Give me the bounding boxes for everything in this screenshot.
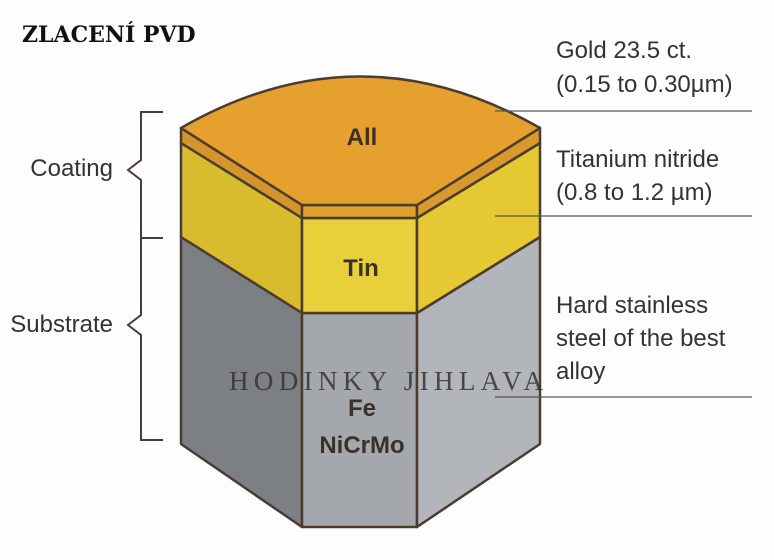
steel-annotation-2: steel of the best	[556, 325, 726, 352]
substrate-bracket	[126, 238, 163, 441]
gold-annotation-1: Gold 23.5 ct.	[556, 37, 692, 64]
material-label-fe: Fe	[348, 395, 376, 422]
gold-front-band	[300, 203, 419, 220]
material-label-middle: Tin	[343, 255, 379, 282]
coating-bracket	[126, 111, 163, 239]
gold-annotation-2: (0.15 to 0.30µm)	[556, 71, 733, 98]
tin-annotation-2: (0.8 to 1.2 µm)	[556, 179, 713, 206]
tin-annotation-1: Titanium nitride	[556, 146, 719, 173]
coating-label: Coating	[30, 155, 113, 182]
substrate-label: Substrate	[10, 311, 113, 338]
diagram-title: ZLACENÍ PVD	[22, 21, 196, 48]
gold-top-face	[179, 75, 542, 207]
material-label-nicrmo: NiCrMo	[319, 432, 404, 459]
steel-annotation-1: Hard stainless	[556, 292, 708, 319]
material-label-top: All	[347, 124, 378, 151]
steel-annotation-3: alloy	[556, 358, 605, 385]
